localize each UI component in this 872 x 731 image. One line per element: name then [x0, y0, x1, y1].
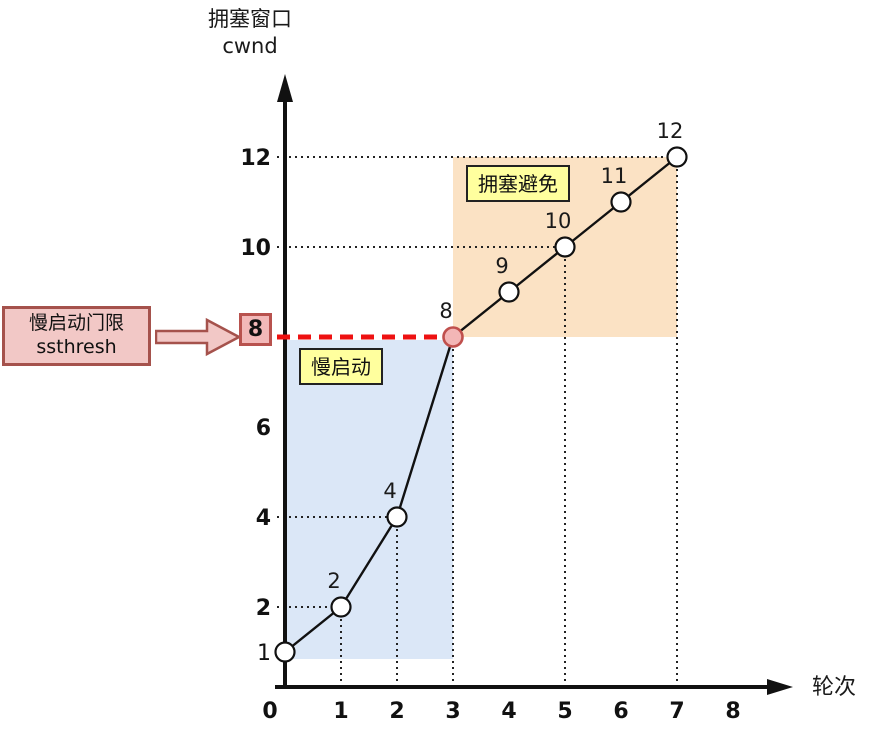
x-tick-label: 4 [501, 699, 516, 724]
point-label: 8 [439, 299, 452, 323]
y-tick-label: 12 [240, 146, 271, 171]
threshold-arrow-shape [155, 317, 241, 357]
point-label: 10 [545, 209, 572, 233]
cwnd-curve [284, 156, 678, 653]
x-tick-label: 8 [725, 699, 740, 724]
data-point [554, 236, 576, 258]
point-label: 2 [327, 569, 340, 593]
cwnd-polyline [284, 156, 678, 653]
y-axis-title-line1: 拥塞窗口 [208, 7, 292, 31]
data-point [666, 146, 688, 168]
x-axis-title: 轮次 [812, 675, 857, 700]
x-tick-labels: 0 1 2 3 4 5 6 7 8 [262, 699, 740, 724]
x-tick-label: 1 [333, 699, 348, 724]
ssthresh-data-point [442, 326, 464, 348]
x-tick-label: 7 [669, 699, 684, 724]
point-value-labels: 2 4 8 9 10 11 12 [327, 119, 683, 593]
y-tick-label: 1 [257, 641, 271, 666]
ssthresh-callout: 慢启动门限 ssthresh [2, 306, 151, 366]
y-axis-arrowhead-icon [277, 74, 293, 102]
point-label: 12 [657, 119, 684, 143]
x-tick-label: 6 [613, 699, 628, 724]
point-label: 9 [495, 254, 508, 278]
ssthresh-value-badge: 8 [239, 313, 272, 346]
x-tick-label: 5 [557, 699, 572, 724]
x-tick-label: 3 [445, 699, 460, 724]
ssthresh-callout-line2: ssthresh [36, 336, 117, 358]
y-tick-label: 2 [256, 596, 271, 621]
ssthresh-callout-line1: 慢启动门限 [28, 312, 124, 335]
y-tick-label: 10 [240, 236, 271, 261]
y-tick-label: 6 [256, 416, 271, 441]
data-point [386, 506, 408, 528]
x-tick-label: 0 [262, 699, 277, 724]
point-label: 4 [383, 479, 396, 503]
x-tick-label: 2 [389, 699, 404, 724]
data-points [274, 146, 688, 663]
y-tick-label: 4 [256, 506, 271, 531]
axes [275, 74, 793, 695]
y-axis-title-line2: cwnd [222, 34, 278, 59]
data-point [610, 191, 632, 213]
congestion-avoidance-label: 拥塞避免 [466, 165, 570, 202]
point-label: 11 [601, 164, 628, 188]
phase-regions [285, 157, 677, 659]
data-point [498, 281, 520, 303]
data-point [274, 641, 296, 663]
dotted-guide-lines [277, 156, 678, 687]
threshold-arrow-icon [155, 317, 241, 357]
x-axis-arrowhead-icon [767, 679, 793, 695]
slow-start-label: 慢启动 [299, 348, 383, 385]
slow-start-region [285, 340, 453, 659]
data-point [330, 596, 352, 618]
y-axis-title: 拥塞窗口 cwnd [168, 6, 332, 61]
